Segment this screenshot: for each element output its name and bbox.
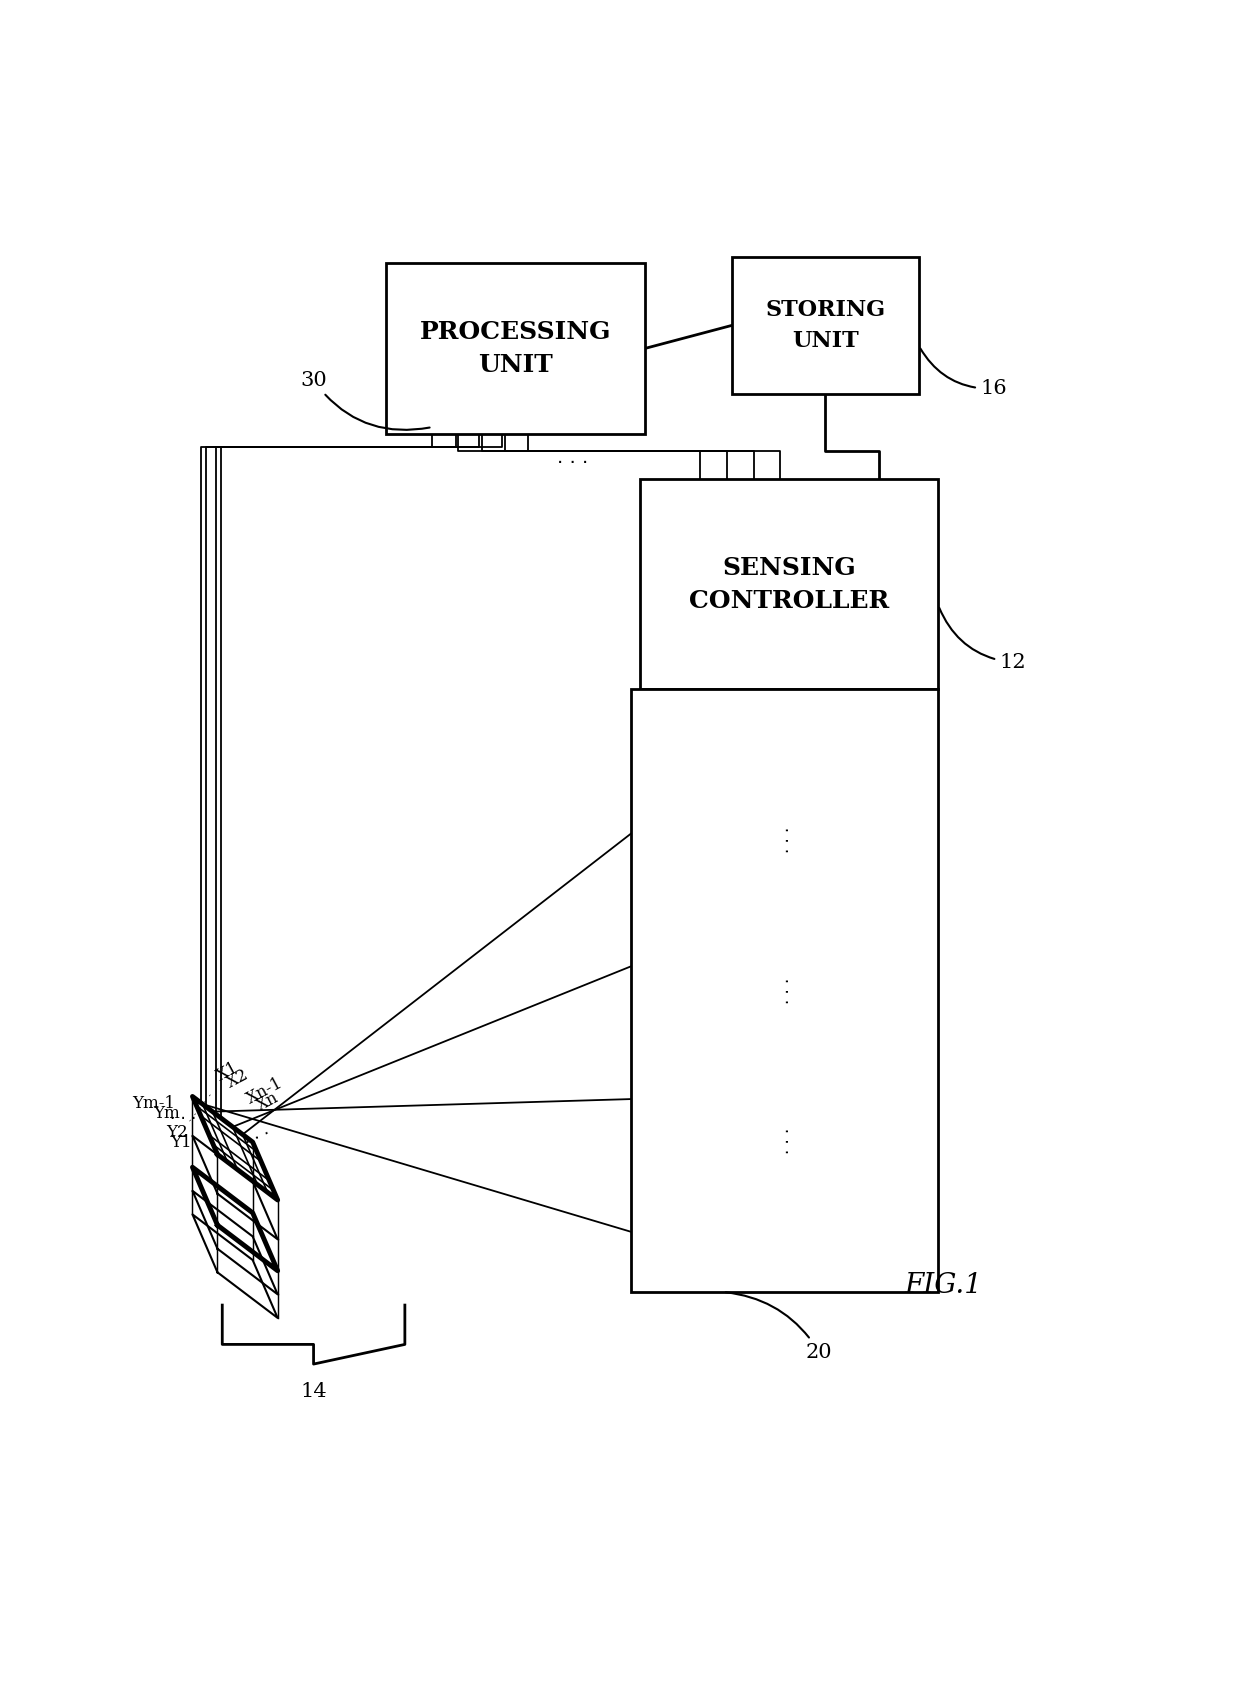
Text: 30: 30 <box>300 371 429 431</box>
FancyBboxPatch shape <box>631 689 939 1292</box>
Text: Ym-1: Ym-1 <box>133 1094 176 1111</box>
Text: Xn-1: Xn-1 <box>244 1074 286 1108</box>
Text: . . . . .: . . . . . <box>182 1088 215 1125</box>
Text: 14: 14 <box>300 1382 327 1401</box>
Text: Xn: Xn <box>254 1089 281 1115</box>
Text: SENSING
CONTROLLER: SENSING CONTROLLER <box>689 555 889 613</box>
FancyBboxPatch shape <box>640 480 939 689</box>
Text: STORING
UNIT: STORING UNIT <box>765 300 885 352</box>
Text: Y2: Y2 <box>166 1123 188 1140</box>
Text: . . .: . . . <box>775 977 794 1004</box>
FancyBboxPatch shape <box>386 264 645 434</box>
Text: . . .: . . . <box>241 1120 272 1149</box>
Text: X2: X2 <box>224 1067 252 1093</box>
Text: Y1: Y1 <box>171 1134 192 1151</box>
Text: PROCESSING
UNIT: PROCESSING UNIT <box>419 320 611 378</box>
Text: X1: X1 <box>215 1059 242 1084</box>
Text: FIG.1: FIG.1 <box>904 1271 982 1299</box>
FancyBboxPatch shape <box>732 257 919 395</box>
Text: 12: 12 <box>939 608 1027 672</box>
Text: 20: 20 <box>725 1292 832 1362</box>
Text: . . .: . . . <box>557 448 588 466</box>
Text: . . .: . . . <box>775 827 794 853</box>
Text: . . .: . . . <box>775 1128 794 1154</box>
Text: Ym: Ym <box>153 1105 180 1122</box>
Text: 16: 16 <box>920 349 1007 398</box>
Text: . . .: . . . <box>170 1105 196 1123</box>
